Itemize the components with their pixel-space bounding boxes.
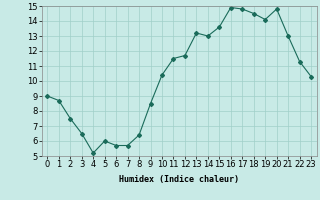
X-axis label: Humidex (Indice chaleur): Humidex (Indice chaleur) xyxy=(119,175,239,184)
